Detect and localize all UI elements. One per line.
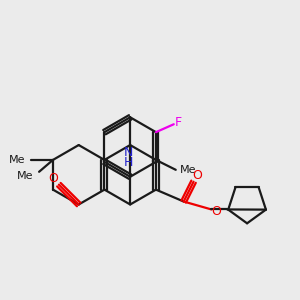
Text: O: O [48, 172, 58, 185]
Text: Me: Me [179, 165, 196, 175]
Text: H: H [124, 156, 133, 170]
Text: O: O [193, 169, 202, 182]
Text: O: O [212, 205, 221, 218]
Text: Me: Me [17, 171, 34, 181]
Text: Me: Me [9, 155, 26, 165]
Text: F: F [175, 116, 182, 129]
Text: N: N [124, 146, 133, 160]
